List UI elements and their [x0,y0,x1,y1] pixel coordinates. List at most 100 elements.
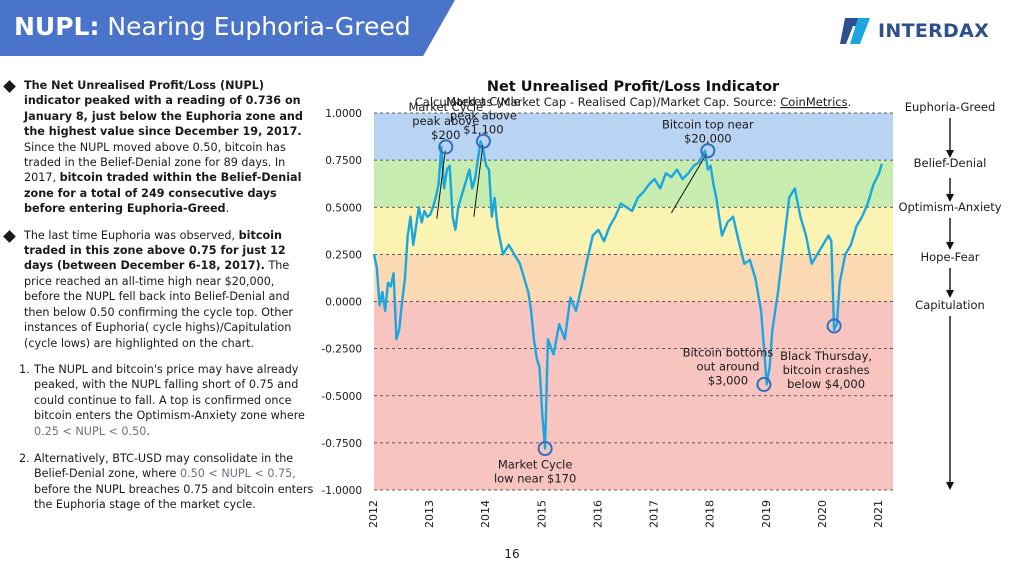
annotation-line: $200 [431,128,460,142]
annotation-line: below $4,000 [787,377,865,391]
annotation-line: peak above [412,114,479,128]
annotation-line: Market Cycle [446,94,521,108]
numbered-item: 2. Alternatively, BTC-USD may consolidat… [4,451,314,513]
annotation-label: Black Thursday, bitcoin crashes below $4,0… [780,349,872,391]
y-tick-label: -0.2500 [321,344,362,356]
annotation-line: low near $170 [494,472,576,486]
y-tick-label: -0.7500 [321,438,362,450]
annotation-line: $3,000 [708,373,748,387]
annotation-label: Bitcoin bottoms out around $3,000 [683,345,774,387]
gridlines [374,112,893,491]
title-banner [0,0,455,56]
annotation-line: Bitcoin bottoms [683,345,774,359]
bullet-paragraph: The last time Euphoria was observed, bit… [3,228,314,351]
annotation-arrow [670,154,707,214]
bullet1-end: . [225,202,230,216]
x-tick-label: 2016 [591,500,604,528]
annotation-line: Bitcoin top near [662,118,754,132]
annotation-marker [700,143,716,159]
bullet-paragraph: The Net Unrealised Profit/Loss (NUPL) in… [3,78,314,217]
zone-band-optimism-anxiety [374,207,893,255]
item1-range: 0.25 < NUPL < 0.50 [34,424,147,438]
annotation-label: Market Cycle peak above $1,100 [446,94,521,136]
annotation-marker [826,318,842,334]
zone-label-euphoria: Euphoria-Greed [904,100,996,114]
interdax-logo-icon [840,18,870,44]
chart-subtitle: Calculated as (Market Cap - Realised Cap… [415,95,851,109]
zone-label-belief: Belief-Denial [913,156,987,170]
annotation-line: Market Cycle [498,458,573,472]
y-axis: 1.0000 0.7500 0.5000 0.2500 0.0000 -0.2500 -0.… [321,108,362,497]
page-title: NUPL: Nearing Euphoria-Greed [14,12,411,41]
x-tick-label: 2017 [648,500,661,528]
x-tick-label: 2012 [367,500,380,528]
y-tick-label: 0.0000 [325,297,362,309]
nupl-line [372,140,883,450]
bullet1-bold: The Net Unrealised Profit/Loss (NUPL) in… [24,79,303,139]
annotation-arrow [436,150,446,219]
nupl-chart-svg: Net Unrealised Profit/Loss Indicator Cal… [321,79,893,528]
annotation-line: Black Thursday, [780,349,872,363]
bullet2-text-rest: The price reached an all-time high near … [24,259,294,350]
zone-label-optimism: Optimism-Anxiety [898,200,1002,214]
source-link[interactable]: CoinMetrics [780,95,847,109]
page-number: 16 [504,547,520,561]
x-tick-label: 2014 [479,500,492,528]
y-tick-label: 1.0000 [325,108,362,120]
logo-wordmark: INTERDAX [878,20,990,42]
nupl-series [372,140,883,450]
bullet2-bold: bitcoin traded in this zone above 0.75 f… [24,228,286,273]
item2-text-rest: before the NUPL breaches 0.75 and bitcoi… [34,482,314,512]
page-title-bold: NUPL: [14,12,100,41]
x-tick-label: 2021 [872,500,885,528]
annotation-line: $1,100 [463,122,503,136]
annotation-line: Market Cycle [409,100,484,114]
x-tick-label: 2015 [535,500,548,528]
item1-text: The NUPL and bitcoin's price may have al… [34,362,305,423]
annotation-marker [475,133,491,149]
numbered-item: 1. The NUPL and bitcoin's price may have… [4,362,314,439]
annotation-label: Bitcoin top near $20,000 [662,118,754,146]
y-tick-label: -0.5000 [321,391,362,403]
x-tick-label: 2013 [423,500,436,528]
zone-band-hope-fear [374,254,893,302]
annotation-arrow [473,144,484,217]
diamond-bullet-icon [3,229,16,243]
item-number: 2. [19,451,30,465]
bullet1-text: Since the NUPL moved above 0.50, bitcoin… [24,140,286,185]
item2-text: Alternatively, BTC-USD may consolidate i… [34,451,294,481]
zone-band-euphoria-greed [374,113,893,161]
x-tick-label: 2019 [760,500,773,528]
item-number: 1. [19,362,30,376]
annotation-label: Market Cycle low near $170 [494,458,576,486]
annotation-line: peak above [450,108,517,122]
annotation-marker [438,139,454,155]
zone-label-hope: Hope-Fear [920,250,980,264]
x-tick-label: 2018 [704,500,717,528]
bullet1-bold2: bitcoin traded within the Belief-Denial … [24,171,302,216]
bullet2-text: The last time Euphoria was observed, [24,228,239,242]
annotation-label: Market Cycle peak above $200 [409,100,484,142]
annotation-marker [756,376,772,392]
x-axis: 2012 2013 2014 2015 2016 2017 2018 2019 2020 2021 [367,500,885,528]
diamond-bullet-icon [3,80,16,93]
chart-subtitle-text: Calculated as (Market Cap - Realised Cap… [415,95,781,109]
item2-range: 0.50 < NUPL < 0.75, [179,467,296,481]
y-tick-label: 0.5000 [325,202,362,214]
zone-legend: Euphoria-Greed Belief-Denial Optimism-An… [890,96,1020,496]
y-tick-label: -1.0000 [321,485,362,497]
interdax-logo: INTERDAX [838,12,998,52]
commentary: The Net Unrealised Profit/Loss (NUPL) in… [3,78,314,525]
y-tick-label: 0.2500 [325,249,362,261]
x-tick-label: 2020 [816,500,829,528]
annotation-marker [537,441,553,457]
down-arrow-icon [946,118,954,490]
item1-end: . [146,424,150,438]
annotation-line: bitcoin crashes [783,363,870,377]
annotation-line: $20,000 [684,132,732,146]
page-title-rest: Nearing Euphoria-Greed [99,12,411,41]
chart-title: Net Unrealised Profit/Loss Indicator [487,79,780,95]
zone-label-capitulation: Capitulation [915,298,985,312]
chart-subtitle-end: . [848,95,852,109]
